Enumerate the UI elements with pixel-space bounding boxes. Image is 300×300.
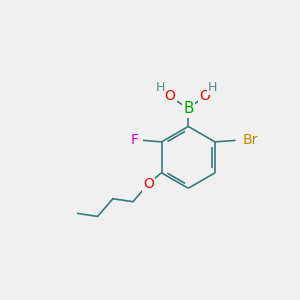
Text: Br: Br [243,134,258,147]
Text: F: F [131,134,139,147]
Text: H: H [208,81,217,94]
Text: O: O [165,89,176,103]
Text: H: H [156,81,165,94]
Text: O: O [199,89,210,103]
Text: B: B [183,101,194,116]
Text: O: O [143,177,154,191]
